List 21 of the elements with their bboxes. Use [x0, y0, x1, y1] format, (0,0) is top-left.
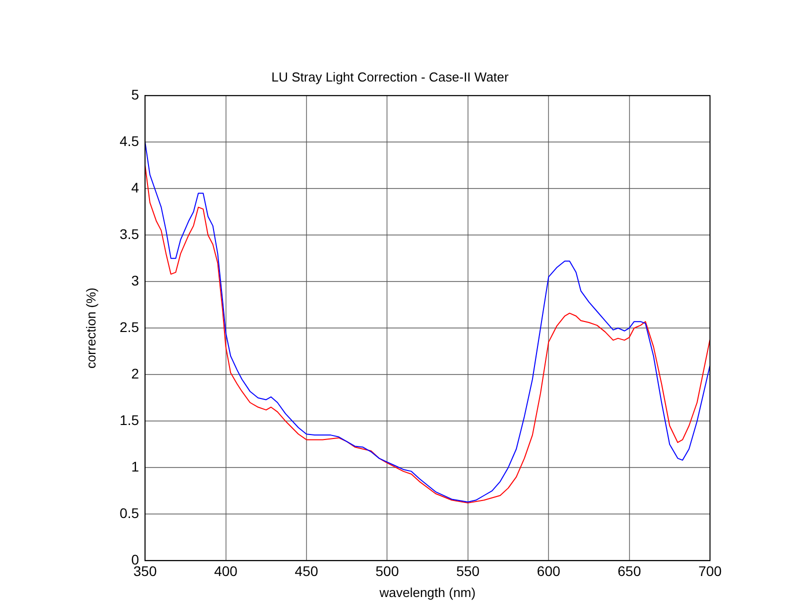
x-tick-label: 600 [536, 562, 560, 579]
y-tick-label: 0 [131, 551, 140, 568]
y-tick-label: 4.5 [120, 132, 140, 149]
y-tick-label: 0.5 [120, 504, 140, 521]
x-tick-label: 650 [618, 562, 642, 579]
x-tick-label: 550 [456, 562, 480, 579]
x-tick-label: 700 [698, 562, 722, 579]
y-tick-label: 1 [131, 458, 140, 474]
y-tick-label: 5 [131, 86, 140, 102]
chart-title: LU Stray Light Correction - Case-II Water [271, 69, 510, 84]
x-axis-title: wavelength (nm) [378, 584, 476, 600]
y-tick-label: 4 [131, 179, 140, 196]
y-tick-label: 3 [131, 272, 140, 288]
y-tick-label: 3.5 [120, 226, 140, 242]
y-tick-label: 1.5 [120, 412, 140, 428]
y-tick-label: 2 [131, 365, 140, 382]
x-tick-label: 450 [294, 562, 318, 579]
y-axis-title: correction (%) [83, 288, 98, 369]
x-tick-label: 500 [376, 562, 400, 579]
y-tick-label: 2.5 [120, 318, 140, 335]
x-tick-label: 400 [214, 562, 238, 579]
